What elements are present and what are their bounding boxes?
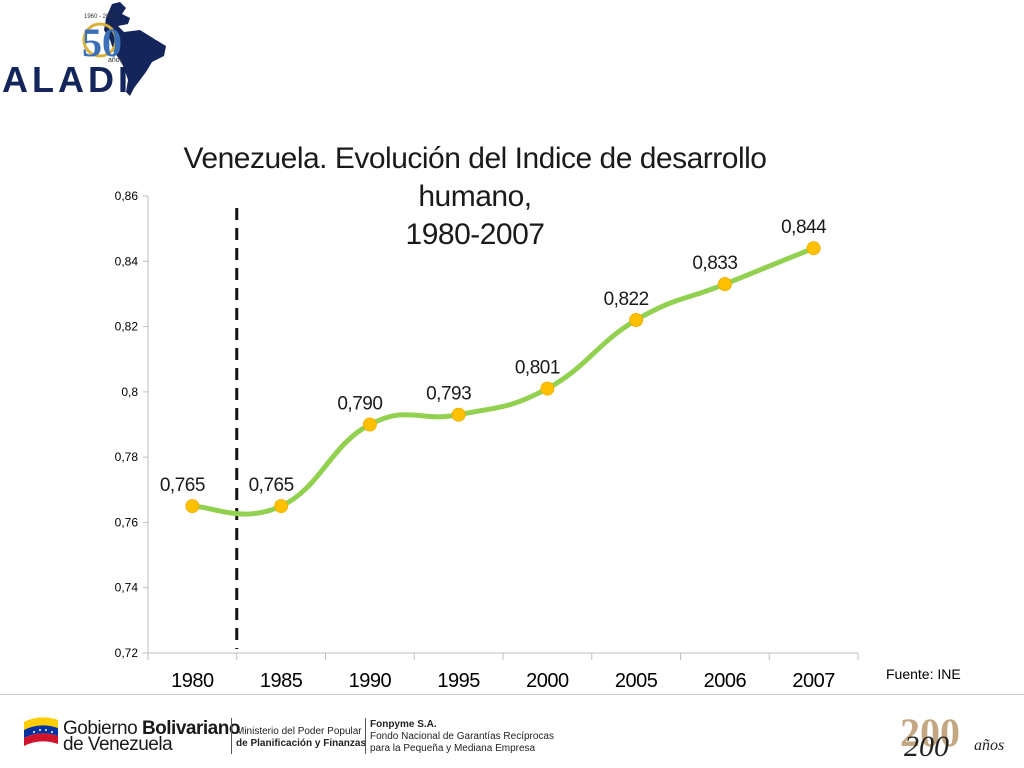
svg-text:200: 200 <box>904 730 949 760</box>
footer-separator <box>365 718 366 754</box>
gov-name-line-1: Gobierno Bolivariano <box>63 718 240 739</box>
y-tick-label: 0,86 <box>115 189 139 203</box>
svg-text:1960 - 2010: 1960 - 2010 <box>84 14 117 20</box>
chart-title: Venezuela. Evolución del Indice de desar… <box>150 140 800 254</box>
data-point <box>185 499 200 514</box>
gov-name-line-2: de Venezuela <box>63 734 173 755</box>
x-tick-label: 1995 <box>437 670 480 692</box>
x-tick-label: 2007 <box>792 670 835 692</box>
chart-title-line-1: Venezuela. Evolución del Indice de desar… <box>183 142 767 175</box>
data-label: 0,844 <box>781 217 827 238</box>
americas-map-icon <box>104 2 166 96</box>
y-tick-label: 0,78 <box>115 450 139 464</box>
svg-text:50: 50 <box>82 20 122 65</box>
y-tick-label: 0,82 <box>115 320 139 334</box>
svg-text:200: 200 <box>900 710 960 755</box>
footer-logos <box>24 717 58 746</box>
x-tick-label: 1990 <box>349 670 392 692</box>
data-point <box>717 277 732 292</box>
x-tick-label: 1980 <box>171 670 214 692</box>
source-note: Fuente: INE <box>886 666 961 682</box>
svg-text:años: años <box>974 737 1004 754</box>
chart-title-line-3: 1980-2007 <box>405 218 545 251</box>
data-point <box>806 241 821 256</box>
x-tick-label: 2000 <box>526 670 569 692</box>
fonpyme-text: Fonpyme S.A. Fondo Nacional de Garantías… <box>370 719 554 754</box>
footer-divider <box>0 694 1024 695</box>
data-point <box>451 407 466 422</box>
y-tick-label: 0,76 <box>115 515 139 529</box>
ministry-text: Ministerio del Poder Popular de Planific… <box>236 726 367 749</box>
data-label: 0,833 <box>692 253 737 274</box>
data-label: 0,801 <box>515 358 560 379</box>
data-label: 0,790 <box>337 394 382 415</box>
y-tick-label: 0,74 <box>115 581 139 595</box>
aladi-wordmark: ALADI <box>2 59 132 100</box>
y-tick-label: 0,8 <box>121 385 138 399</box>
svg-text:años: años <box>108 57 124 64</box>
data-point <box>362 417 377 432</box>
venezuela-flag-icon <box>24 717 58 746</box>
data-label: 0,765 <box>249 475 294 496</box>
data-point <box>274 499 289 514</box>
data-label: 0,765 <box>160 475 205 496</box>
bicentennial-logo: 200 200 años <box>900 710 1004 760</box>
data-label: 0,793 <box>426 384 471 405</box>
aladi-logo: 50 1960 - 2010 años ALADI <box>2 2 166 100</box>
x-tick-label: 2005 <box>615 670 658 692</box>
x-tick-label: 1985 <box>260 670 303 692</box>
y-tick-label: 0,84 <box>115 254 139 268</box>
chart-title-line-2: humano, <box>418 180 532 213</box>
data-point <box>540 381 555 396</box>
footer-separator <box>231 718 232 754</box>
data-label: 0,822 <box>604 289 649 310</box>
y-tick-label: 0,72 <box>115 646 139 660</box>
x-tick-label: 2006 <box>704 670 747 692</box>
series-line <box>189 245 817 517</box>
data-point <box>629 313 644 328</box>
